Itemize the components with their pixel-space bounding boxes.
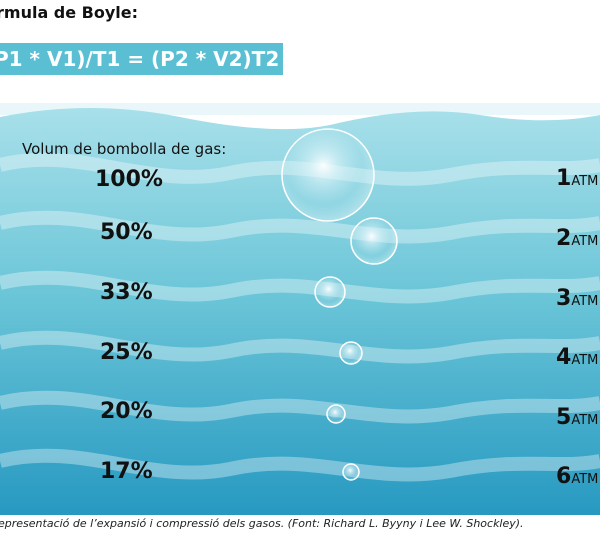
boyle-formula: P1 * V1)/T1 = (P2 * V2)T2 <box>0 43 284 75</box>
pressure-number: 2 <box>556 226 572 251</box>
volume-percent-3: 33% <box>100 280 153 305</box>
pressure-label-3: 3ATM <box>556 286 598 311</box>
pressure-unit: ATM <box>571 472 599 487</box>
pressure-unit: ATM <box>571 174 599 189</box>
pressure-number: 1 <box>556 166 572 191</box>
pressure-label-6: 6ATM <box>556 464 598 489</box>
volume-percent-5: 20% <box>100 399 153 424</box>
pressure-number: 3 <box>556 286 572 311</box>
bubble-1atm <box>281 128 375 222</box>
bubble-3atm <box>314 276 346 308</box>
pressure-number: 4 <box>556 345 572 370</box>
volume-percent-2: 50% <box>100 220 153 245</box>
pressure-number: 5 <box>556 405 572 430</box>
figure-caption: epresentació de l’expansió i compressió … <box>0 517 524 530</box>
pressure-unit: ATM <box>571 234 599 249</box>
bubble-2atm <box>350 217 398 265</box>
pressure-label-1: 1ATM <box>556 166 598 191</box>
pressure-label-4: 4ATM <box>556 345 598 370</box>
volume-percent-4: 25% <box>100 340 153 365</box>
pressure-unit: ATM <box>571 294 599 309</box>
bubble-volume-caption: Volum de bombolla de gas: <box>22 140 227 158</box>
bubbles <box>281 128 398 481</box>
bubble-4atm <box>339 341 363 365</box>
volume-percent-6: 17% <box>100 459 153 484</box>
pressure-number: 6 <box>556 464 572 489</box>
diagram-title: rmula de Boyle: <box>0 3 139 22</box>
bubble-6atm <box>342 463 360 481</box>
pressure-unit: ATM <box>571 353 599 368</box>
pressure-label-5: 5ATM <box>556 405 598 430</box>
water-waves-graphic <box>0 103 600 515</box>
volume-percent-1: 100% <box>95 167 163 192</box>
bubble-5atm <box>326 404 346 424</box>
water-scene <box>0 95 600 515</box>
pressure-label-2: 2ATM <box>556 226 598 251</box>
pressure-unit: ATM <box>571 413 599 428</box>
